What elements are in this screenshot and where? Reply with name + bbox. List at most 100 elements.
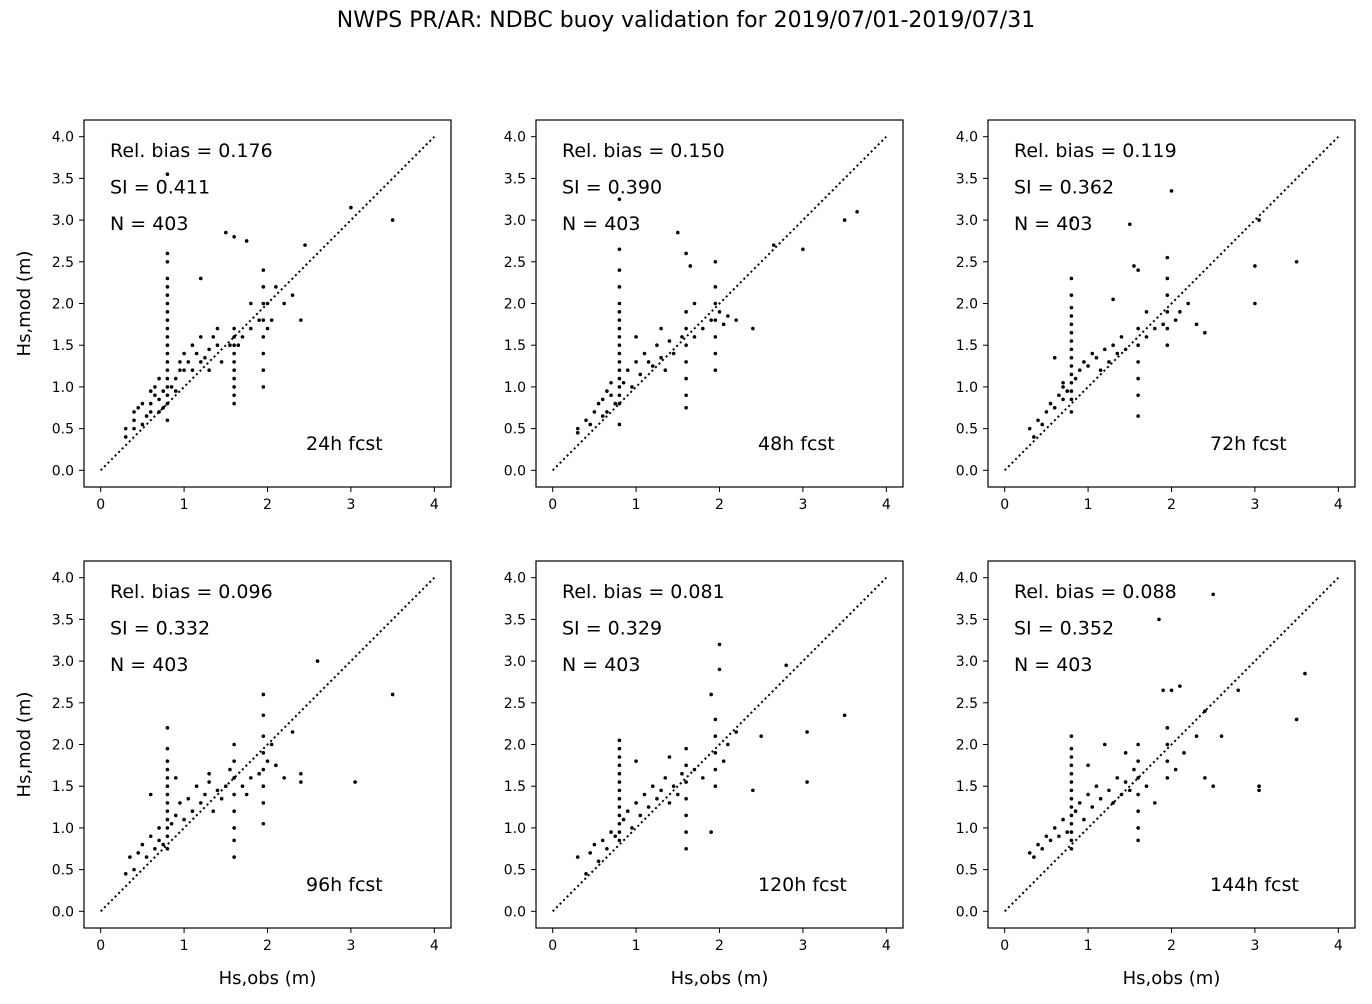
data-point <box>1136 393 1140 398</box>
data-point <box>659 788 663 793</box>
data-point <box>1236 688 1241 693</box>
panel-label: 96h fcst <box>306 874 383 896</box>
x-tick-label: 3 <box>798 497 807 513</box>
data-point <box>186 796 191 801</box>
data-point <box>617 838 622 843</box>
data-point <box>261 713 266 718</box>
data-point <box>617 385 622 389</box>
data-point <box>165 376 170 381</box>
data-point <box>1069 347 1074 352</box>
data-point <box>1040 422 1045 427</box>
data-point <box>228 343 232 348</box>
data-point <box>1069 314 1074 318</box>
data-point <box>194 784 199 789</box>
data-point <box>198 276 203 281</box>
data-point <box>299 771 303 776</box>
x-tick-label: 0 <box>96 938 105 954</box>
data-point <box>165 276 170 281</box>
data-point <box>1136 742 1140 747</box>
data-point <box>1119 792 1124 797</box>
data-point <box>165 767 170 772</box>
data-point <box>232 351 236 356</box>
data-point <box>219 796 224 801</box>
data-point <box>232 360 236 364</box>
y-tick-label: 0.0 <box>956 904 978 920</box>
data-point <box>261 821 266 826</box>
data-point <box>169 821 174 826</box>
data-point <box>148 792 153 797</box>
data-point <box>634 801 638 805</box>
data-point <box>1165 759 1170 763</box>
figure-title: NWPS PR/AR: NDBC buoy validation for 201… <box>336 8 1036 33</box>
data-point <box>713 734 718 738</box>
y-tick-label: 1.5 <box>956 779 978 795</box>
panel-2: 0 1 2 3 4 0.0 0.5 1.0 1.5 2.0 2.5 3.0 3.5 4.0 Rel. bia… <box>504 119 904 513</box>
data-point <box>1082 360 1086 364</box>
data-point <box>650 784 655 789</box>
data-point <box>1165 276 1170 281</box>
data-point <box>282 301 286 306</box>
stat-annotation: SI = 0.329 <box>562 618 662 640</box>
x-tick-label: 4 <box>430 938 439 954</box>
data-point <box>236 343 241 348</box>
data-point <box>713 368 718 373</box>
data-point <box>203 355 207 360</box>
data-point <box>173 389 178 393</box>
data-point <box>232 343 236 348</box>
data-point <box>261 335 266 339</box>
stat-annotation: N = 403 <box>110 213 188 235</box>
y-tick-label: 3.0 <box>504 213 526 229</box>
data-point <box>625 809 630 814</box>
data-point <box>1069 771 1074 776</box>
y-axis-label: Hs,mod (m) <box>14 251 35 357</box>
data-point <box>713 351 718 356</box>
data-point <box>617 368 622 373</box>
data-point <box>684 796 688 801</box>
data-point <box>1203 709 1207 713</box>
data-point <box>211 809 216 814</box>
data-point <box>684 251 688 256</box>
data-point <box>684 846 688 851</box>
data-point <box>1061 397 1065 402</box>
data-point <box>1173 318 1178 322</box>
data-point <box>1211 592 1216 597</box>
x-tick-label: 2 <box>715 497 724 513</box>
data-point <box>165 801 170 805</box>
data-point <box>165 259 170 264</box>
x-axis-label: Hs,obs (m) <box>671 968 769 989</box>
data-point <box>165 393 170 398</box>
data-point <box>132 426 136 431</box>
data-point <box>1061 817 1065 822</box>
data-point <box>617 821 622 826</box>
data-point <box>1203 330 1207 335</box>
data-point <box>1136 838 1140 843</box>
data-point <box>655 343 659 348</box>
y-tick-label: 1.0 <box>956 821 978 837</box>
data-point <box>1069 830 1074 834</box>
data-point <box>261 692 266 697</box>
data-point <box>713 767 718 772</box>
data-point <box>634 360 638 364</box>
data-point <box>1048 401 1053 406</box>
data-point <box>1165 326 1170 331</box>
panel-label: 144h fcst <box>1210 874 1299 896</box>
data-point <box>605 410 609 414</box>
data-point <box>165 293 170 297</box>
data-point <box>232 326 236 331</box>
data-point <box>144 855 149 859</box>
data-point <box>1069 734 1074 738</box>
panel-label: 48h fcst <box>758 433 835 455</box>
data-point <box>244 239 249 243</box>
data-point <box>855 209 859 214</box>
data-point <box>575 426 580 431</box>
x-tick-label: 3 <box>1250 938 1259 954</box>
data-point <box>261 385 266 389</box>
data-point <box>596 401 601 406</box>
data-point <box>261 301 266 306</box>
x-tick-label: 4 <box>1334 938 1343 954</box>
data-point <box>713 335 718 339</box>
data-point <box>1048 838 1053 843</box>
y-tick-label: 2.0 <box>504 738 526 754</box>
data-point <box>232 401 236 406</box>
panel-label: 24h fcst <box>306 433 383 455</box>
